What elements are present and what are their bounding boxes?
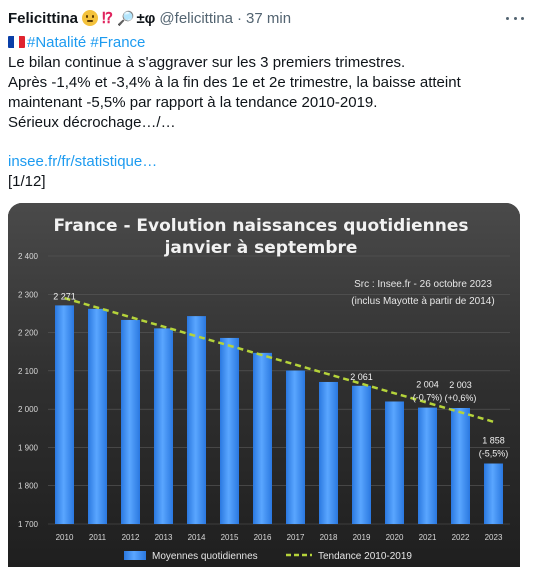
more-dot-icon [521,16,524,20]
y-tick-label: 1 900 [18,443,39,452]
x-tick-label: 2014 [188,533,206,542]
timestamp[interactable]: 37 min [246,9,292,27]
x-tick-label: 2010 [56,533,74,542]
x-tick-label: 2018 [320,533,338,542]
bar-2020 [385,401,404,524]
bar-2016 [253,352,272,524]
x-tick-label: 2016 [254,533,272,542]
y-tick-label: 2 300 [18,290,39,299]
insee-link[interactable]: insee.fr/fr/statistique… [8,153,158,170]
data-label-change: (+0,6%) [445,393,477,403]
chart-source-line2: (inclus Mayotte à partir de 2014) [351,296,494,307]
bar-2011 [88,308,107,524]
tweet-text-line: Après -1,4% et -3,4% à la fin des 1e et … [8,74,461,91]
x-tick-label: 2021 [419,533,437,542]
more-dot-icon [506,16,509,20]
legend-label-bars: Moyennes quotidiennes [152,551,258,562]
y-tick-label: 2 400 [18,252,39,261]
y-tick-label: 2 100 [18,367,39,376]
legend-bar-swatch [124,551,146,560]
y-tick-label: 2 000 [18,405,39,414]
bar-2012 [121,319,140,524]
author-name-extra: ±φ [136,9,156,27]
tweet-header: Felicittina ⁉ 🔎 ±φ @felicittina · 37 min [8,8,291,28]
bar-2021 [418,407,437,524]
x-tick-label: 2012 [122,533,140,542]
france-flag-icon [8,36,25,48]
bar-2015 [220,337,239,524]
x-tick-label: 2022 [452,533,470,542]
x-tick-label: 2023 [485,533,503,542]
chart-title-line1: France - Evolution naissances quotidienn… [53,216,468,236]
bar-2010 [55,305,74,524]
data-label-change: (-5,5%) [479,449,509,459]
bar-2022 [451,407,470,524]
legend-label-trend: Tendance 2010-2019 [318,551,412,562]
tweet-text-line: Le bilan continue à s'aggraver sur les 3… [8,54,406,71]
hashtag-natalite[interactable]: #Natalité [27,34,87,51]
chart-legend: Moyennes quotidiennes Tendance 2010-2019 [124,551,412,562]
author-handle[interactable]: @felicittina [159,9,234,27]
thread-counter: [1/12] [8,173,46,190]
bar-2018 [319,381,338,524]
exclamation-question-emoji-icon: ⁉ [102,10,114,27]
y-tick-label: 1 700 [18,520,39,529]
author-name[interactable]: Felicittina [8,9,79,27]
tweet-text-line: Sérieux décrochage…/… [8,114,176,131]
data-label: 2 004 [416,380,439,390]
face-emoji-icon [82,10,99,26]
separator-dot: · [237,9,243,27]
data-label: 2 003 [449,380,472,390]
x-tick-label: 2011 [89,533,107,542]
y-tick-label: 2 200 [18,329,39,338]
tweet-text-line: maintenant -5,5% par rapport à la tendan… [8,94,378,111]
hashtag-france[interactable]: #France [90,34,146,51]
more-options-button[interactable] [506,10,524,26]
data-label-change: (-0,7%) [413,393,443,403]
data-label: 2 271 [53,291,76,301]
chart-source-line1: Src : Insee.fr - 26 octobre 2023 [354,279,492,290]
y-tick-label: 1 800 [18,482,39,491]
x-tick-label: 2017 [287,533,305,542]
bar-2023 [484,463,503,524]
births-chart: 2 400 2 300 2 200 2 100 2 000 1 900 1 800 1 700… [8,203,520,567]
chart-title-line2: janvier à septembre [164,238,358,258]
chart-image[interactable]: 2 400 2 300 2 200 2 100 2 000 1 900 1 800 1 700… [8,203,520,567]
trend-line [64,296,494,423]
x-tick-label: 2019 [353,533,371,542]
tweet-hashtag-line: #Natalité #France [8,33,528,52]
magnifier-emoji-icon: 🔎 [117,9,135,26]
bar-2014 [187,316,206,524]
data-label: 1 858 [482,436,505,446]
bar-2017 [286,370,305,524]
x-tick-label: 2013 [155,533,173,542]
x-tick-label: 2015 [221,533,239,542]
data-label: 2 061 [350,372,373,382]
bar-2019 [352,385,371,524]
x-tick-label: 2020 [386,533,404,542]
bar-2013 [154,328,173,524]
more-dot-icon [513,16,517,20]
tweet-link-line: insee.fr/fr/statistique… [8,152,528,171]
